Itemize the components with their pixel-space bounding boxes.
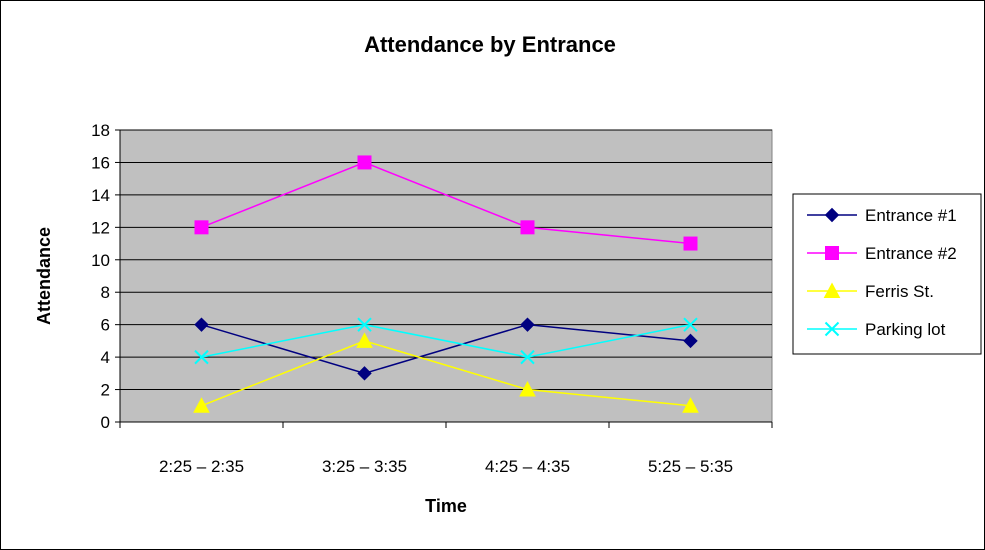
legend-entry: Ferris St. bbox=[807, 282, 934, 301]
x-axis-title: Time bbox=[425, 496, 467, 516]
legend-entry: Parking lot bbox=[807, 320, 946, 339]
x-tick-label: 4:25 – 4:35 bbox=[485, 457, 570, 476]
series-3 bbox=[193, 332, 699, 413]
y-axis-ticks: 0 2 4 6 8 10 12 14 16 18 bbox=[91, 121, 121, 432]
legend-box bbox=[792, 193, 982, 355]
plot-area bbox=[119, 129, 773, 423]
data-point bbox=[357, 155, 372, 170]
series-line bbox=[201, 340, 691, 407]
y-tick-label: 8 bbox=[101, 283, 110, 302]
series-line bbox=[201, 161, 691, 245]
y-tick-label: 12 bbox=[91, 218, 110, 237]
data-point bbox=[520, 349, 535, 365]
data-point bbox=[357, 317, 372, 332]
x-tick-label: 3:25 – 3:35 bbox=[322, 457, 407, 476]
legend-label: Parking lot bbox=[865, 320, 946, 339]
legend-entry: Entrance #1 bbox=[807, 206, 957, 225]
legend-marker bbox=[824, 321, 840, 337]
data-point bbox=[194, 220, 209, 235]
series-line bbox=[201, 323, 691, 375]
y-tick-label: 4 bbox=[101, 348, 110, 367]
legend: Entrance #1 Entrance #2 Ferris St. Parking … bbox=[792, 193, 982, 355]
data-point bbox=[357, 366, 372, 381]
data-point bbox=[683, 317, 698, 332]
legend-marker bbox=[824, 207, 840, 223]
data-point bbox=[194, 317, 209, 332]
data-point bbox=[520, 317, 535, 332]
series-layer bbox=[193, 155, 699, 413]
x-axis-ticks: 2:25 – 2:35 3:25 – 3:35 4:25 – 4:35 5:25 – … bbox=[119, 421, 773, 476]
y-tick-label: 10 bbox=[91, 251, 110, 270]
data-point bbox=[683, 236, 698, 251]
x-tick-label: 5:25 – 5:35 bbox=[648, 457, 733, 476]
series-1 bbox=[194, 317, 698, 381]
data-point bbox=[194, 349, 209, 365]
gridlines bbox=[120, 129, 772, 391]
series-4 bbox=[194, 317, 698, 365]
legend-label: Entrance #2 bbox=[865, 244, 957, 263]
y-tick-label: 14 bbox=[91, 186, 110, 205]
data-point bbox=[193, 397, 210, 413]
y-tick-label: 0 bbox=[101, 413, 110, 432]
x-tick-label: 2:25 – 2:35 bbox=[159, 457, 244, 476]
chart-title: Attendance by Entrance bbox=[364, 32, 616, 57]
y-axis-title: Attendance bbox=[34, 227, 54, 325]
legend-label: Entrance #1 bbox=[865, 206, 957, 225]
data-point bbox=[520, 220, 535, 235]
series-2 bbox=[194, 155, 698, 251]
legend-entry: Entrance #2 bbox=[807, 244, 957, 263]
series-line bbox=[201, 323, 691, 358]
y-tick-label: 18 bbox=[91, 121, 110, 140]
data-point bbox=[519, 380, 536, 397]
y-tick-label: 6 bbox=[101, 316, 110, 335]
legend-marker bbox=[823, 282, 841, 298]
data-point bbox=[682, 397, 699, 413]
legend-marker bbox=[825, 246, 839, 260]
data-point bbox=[356, 332, 373, 348]
y-tick-label: 2 bbox=[101, 381, 110, 400]
legend-label: Ferris St. bbox=[865, 282, 934, 301]
data-point bbox=[683, 333, 698, 349]
y-tick-label: 16 bbox=[91, 153, 110, 172]
